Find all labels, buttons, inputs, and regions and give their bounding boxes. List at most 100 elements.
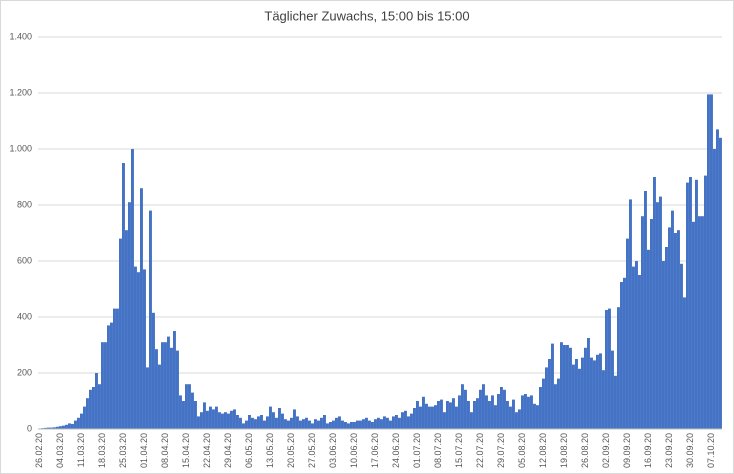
bar — [293, 409, 296, 429]
bar — [323, 415, 326, 429]
x-tick-label: 22.07.20 — [475, 433, 485, 468]
bar — [698, 216, 701, 429]
bar — [506, 401, 509, 429]
bar — [596, 354, 599, 429]
bar — [299, 420, 302, 429]
bar — [83, 406, 86, 429]
bar — [632, 266, 635, 429]
bar — [317, 420, 320, 429]
chart-title: Täglicher Zuwachs, 15:00 bis 15:00 — [264, 8, 469, 23]
bar — [239, 417, 242, 429]
bar — [608, 308, 611, 429]
bar — [206, 410, 209, 429]
bar — [101, 342, 104, 429]
bar — [245, 420, 248, 429]
bar — [494, 405, 497, 429]
bar — [77, 417, 80, 429]
bar — [308, 420, 311, 429]
bar — [50, 427, 53, 429]
bar — [260, 415, 263, 429]
bar — [476, 398, 479, 429]
bar — [278, 408, 281, 429]
bar — [143, 269, 146, 429]
bar — [428, 406, 431, 429]
bar — [386, 417, 389, 429]
bar — [341, 420, 344, 429]
bar — [218, 412, 221, 429]
bar — [158, 364, 161, 429]
bar — [314, 419, 317, 429]
x-tick-label: 16.09.20 — [643, 433, 653, 468]
bar — [191, 392, 194, 429]
bar — [686, 182, 689, 429]
x-tick-label: 30.09.20 — [685, 433, 695, 468]
x-tick-label: 02.09.20 — [601, 433, 611, 468]
bar — [80, 413, 83, 429]
bar — [269, 406, 272, 429]
x-tick-label: 15.07.20 — [454, 433, 464, 468]
x-tick-label: 11.03.20 — [76, 433, 86, 467]
bar — [566, 345, 569, 429]
bar — [524, 394, 527, 429]
bar — [188, 384, 191, 429]
bar — [563, 345, 566, 429]
x-tick-label: 15.04.20 — [181, 433, 191, 468]
bar — [398, 417, 401, 429]
bar — [662, 261, 665, 429]
bar — [164, 342, 167, 429]
bar — [116, 308, 119, 429]
x-tick-label: 19.08.20 — [559, 433, 569, 468]
bar — [128, 202, 131, 429]
bar — [305, 417, 308, 429]
bar — [257, 416, 260, 429]
bar — [92, 387, 95, 429]
bar — [530, 395, 533, 429]
bar — [713, 149, 716, 429]
bar — [542, 378, 545, 429]
bar — [350, 422, 353, 429]
bar — [137, 272, 140, 429]
bar — [371, 422, 374, 429]
bar — [296, 416, 299, 429]
bar — [434, 405, 437, 429]
bar — [212, 409, 215, 429]
bar — [155, 349, 158, 429]
bar — [611, 350, 614, 429]
bar — [230, 410, 233, 429]
bar — [359, 420, 362, 429]
bar — [665, 247, 668, 429]
x-tick-label: 29.04.20 — [223, 433, 233, 468]
bar — [572, 364, 575, 429]
bar — [674, 233, 677, 429]
bar — [134, 266, 137, 429]
bar — [470, 412, 473, 429]
bar — [512, 399, 515, 429]
bar — [125, 230, 128, 429]
bar — [281, 413, 284, 429]
y-tick-label: 200 — [17, 367, 32, 377]
bar — [575, 359, 578, 429]
bar — [581, 357, 584, 429]
bar — [641, 216, 644, 429]
bar — [629, 199, 632, 429]
bar — [98, 384, 101, 429]
bar — [173, 331, 176, 429]
bar — [515, 412, 518, 429]
bar — [362, 419, 365, 429]
x-tick-label: 23.09.20 — [664, 433, 674, 468]
bar — [548, 359, 551, 429]
bar — [560, 342, 563, 429]
bar — [440, 399, 443, 429]
bar — [536, 405, 539, 429]
bar — [248, 415, 251, 429]
bar — [533, 403, 536, 429]
bar — [287, 420, 290, 429]
bar — [497, 394, 500, 429]
bar — [224, 412, 227, 429]
bar — [599, 353, 602, 429]
bar — [194, 401, 197, 429]
bar — [461, 384, 464, 429]
bar — [374, 419, 377, 429]
x-tick-label: 10.06.20 — [349, 433, 359, 468]
bar — [329, 422, 332, 429]
